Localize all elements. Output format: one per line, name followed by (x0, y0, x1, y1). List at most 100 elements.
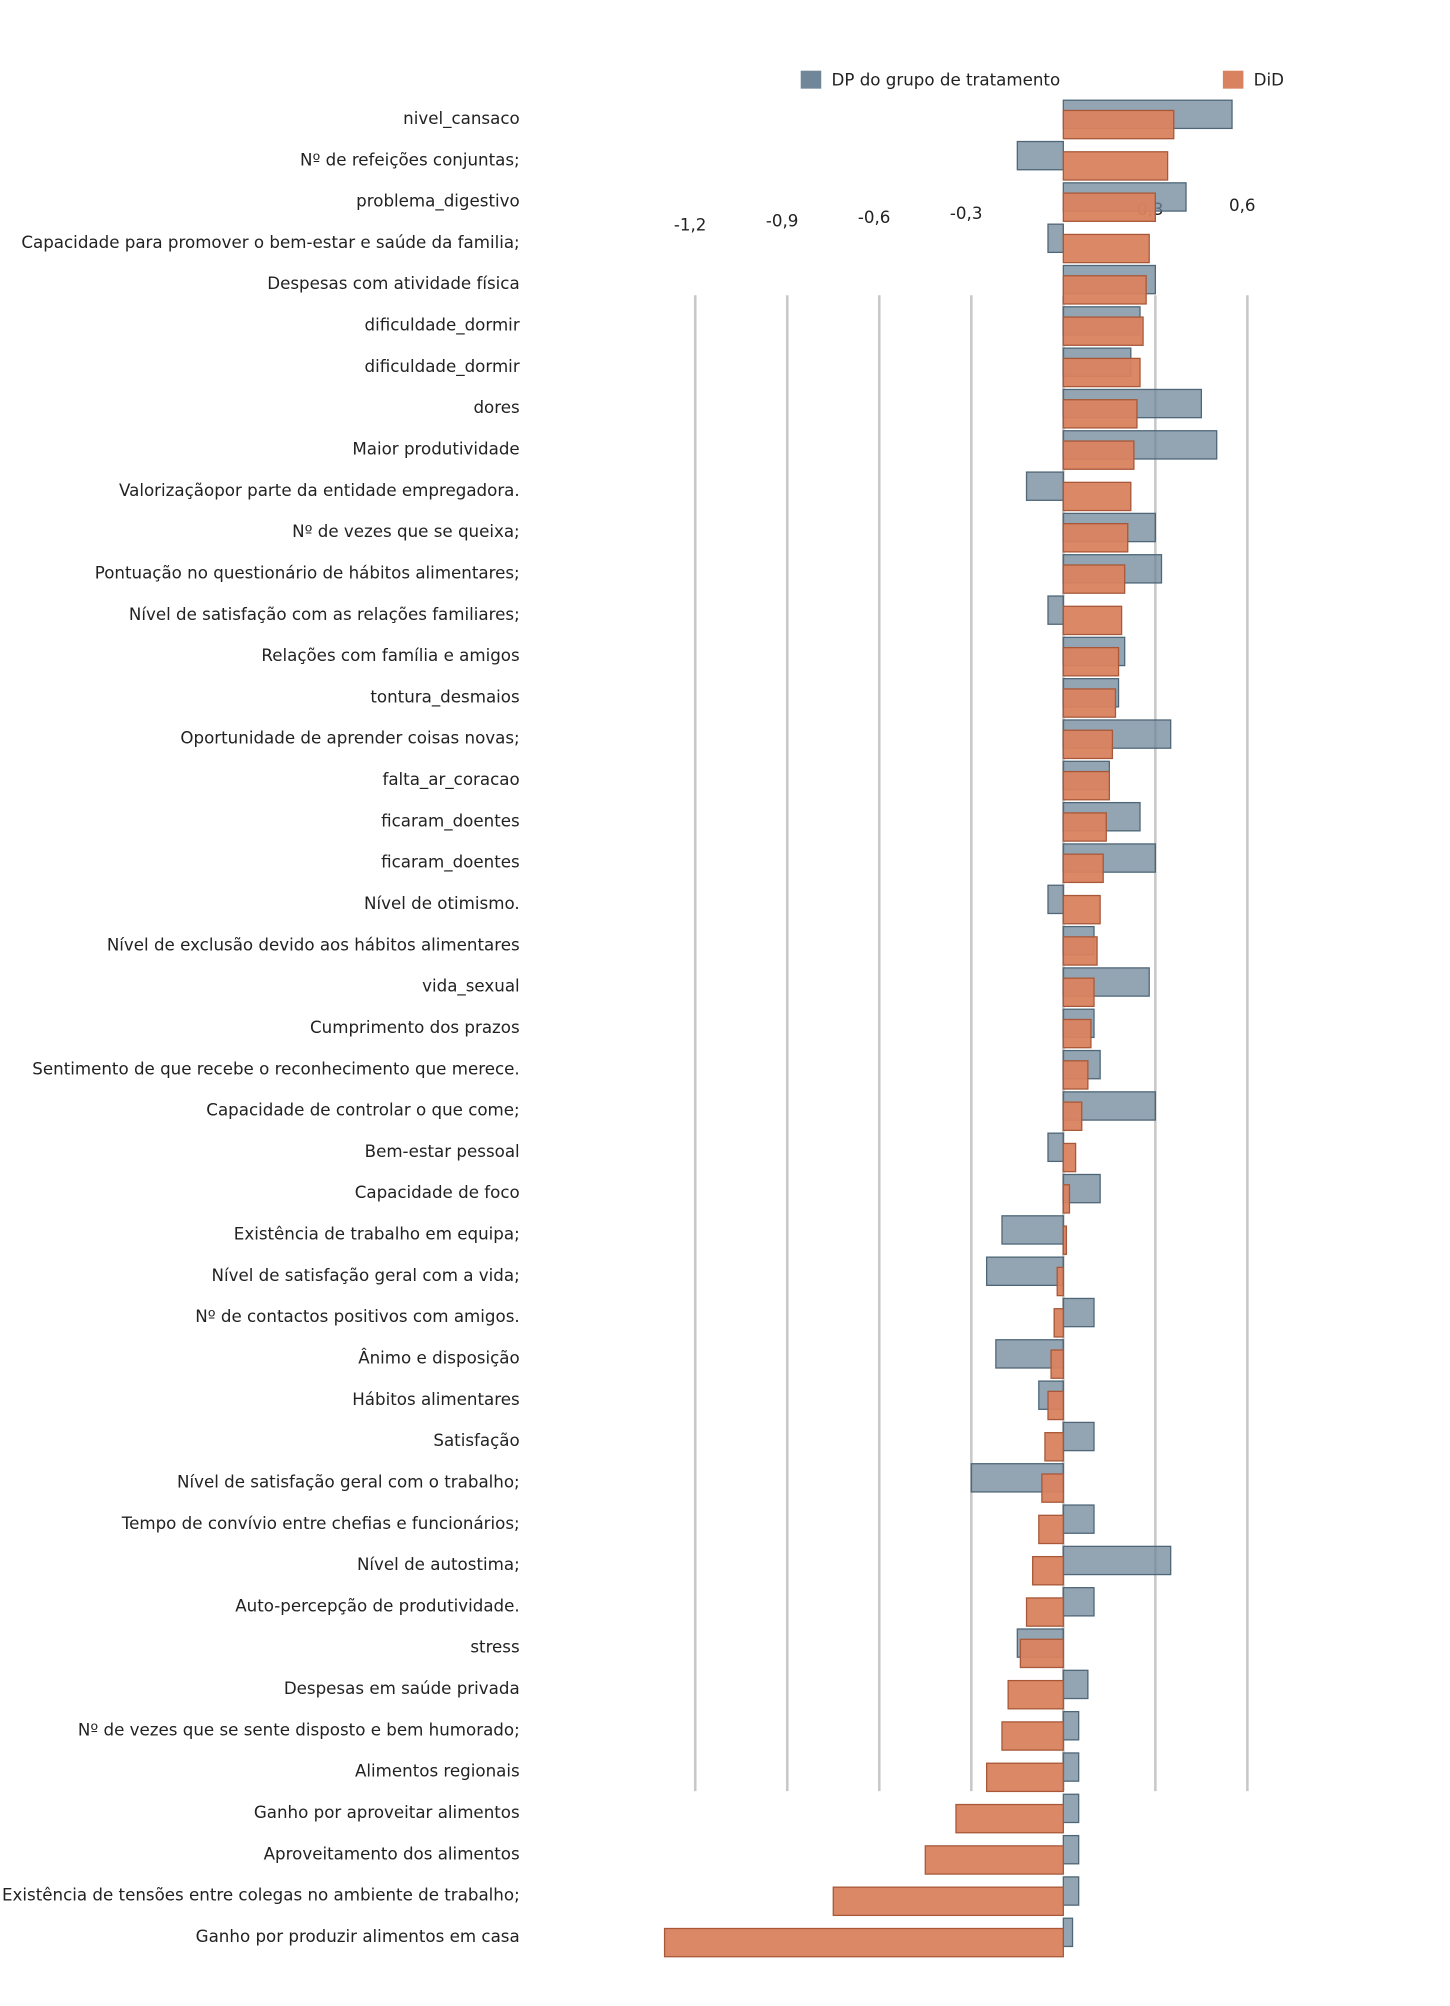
y-tick-label: Nível de otimismo. (364, 894, 520, 913)
bar (1062, 977, 1095, 1008)
bar (1062, 894, 1101, 925)
bar (1053, 1308, 1064, 1338)
y-tick-label: Despesas com atividade física (267, 274, 519, 293)
bar (1062, 688, 1117, 718)
legend-label: DP do grupo de tratamento (832, 70, 1061, 89)
bar (1062, 151, 1169, 181)
bar (1062, 1669, 1089, 1700)
y-tick-label: dificuldade_dormir (365, 316, 520, 336)
y-tick-label: dificuldade_dormir (365, 357, 520, 377)
y-tick-label: Alimentos regionais (355, 1762, 520, 1781)
y-tick-label: Valorizaçãopor parte da entidade emprega… (119, 481, 520, 500)
bar (1062, 853, 1104, 884)
x-tick-label: -0,6 (858, 208, 891, 227)
bar (1062, 1297, 1095, 1328)
bar (1062, 1876, 1080, 1906)
bar (1047, 1390, 1064, 1421)
bar (1062, 770, 1110, 801)
bar (1062, 564, 1126, 594)
y-tick-label: problema_digestivo (356, 192, 520, 212)
y-tick-label: Ganho por produzir alimentos em casa (196, 1927, 520, 1946)
bar (1062, 316, 1144, 346)
x-tick-label: -1,2 (674, 215, 707, 234)
bar (832, 1886, 1064, 1917)
bar (1044, 1432, 1064, 1462)
bar (1062, 440, 1135, 470)
y-tick-label: nivel_cansaco (403, 109, 520, 129)
bar (1062, 936, 1098, 966)
y-tick-label: Ganho por aproveitar alimentos (254, 1803, 520, 1822)
bar (1062, 1545, 1172, 1576)
y-tick-label: ficaram_doentes (381, 853, 520, 873)
y-tick-label: falta_ar_coracao (382, 770, 519, 790)
y-tick-label: Nº de refeições conjuntas; (300, 150, 520, 169)
y-tick-label: Capacidade para promover o bem-estar e s… (21, 233, 519, 252)
bar (924, 1845, 1064, 1875)
bar (1062, 1834, 1080, 1865)
bar (1001, 1721, 1064, 1751)
y-tick-label: Tempo de convívio entre chefias e funcio… (121, 1514, 520, 1533)
y-tick-label: Nº de vezes que se sente disposto e bem … (78, 1720, 520, 1739)
y-tick-label: Relações com família e amigos (261, 646, 519, 665)
bar (1062, 1793, 1080, 1824)
bar (986, 1762, 1064, 1793)
bar (1047, 884, 1064, 915)
bar (1062, 1421, 1095, 1452)
bar (1062, 399, 1138, 429)
y-tick-label: vida_sexual (422, 977, 520, 997)
y-tick-label: Oportunidade de aprender coisas novas; (180, 729, 519, 748)
bar (986, 1256, 1064, 1286)
y-tick-label: stress (470, 1638, 519, 1657)
y-tick-label: Nível de satisfação com as relações fami… (129, 605, 520, 624)
bar (1062, 1184, 1071, 1214)
bar (1062, 646, 1120, 677)
bar (1062, 1504, 1095, 1534)
legend-swatch (1222, 70, 1244, 89)
bar (1047, 223, 1064, 254)
bar (1062, 192, 1156, 222)
y-tick-label: Nível de satisfação geral com o trabalho… (177, 1472, 520, 1491)
y-tick-label: Auto-percepção de produtividade. (235, 1596, 519, 1615)
bar (1062, 1917, 1074, 1948)
bar (1007, 1679, 1064, 1710)
x-tick-label: -0,3 (950, 204, 983, 223)
bar (1062, 275, 1147, 305)
bar (1047, 1132, 1064, 1163)
y-tick-label: Nível de exclusão devido aos hábitos ali… (107, 935, 520, 954)
bar (1062, 1587, 1095, 1617)
y-tick-label: Nível de autostima; (357, 1555, 520, 1574)
legend-label: DiD (1254, 70, 1284, 89)
y-tick-label: Aproveitamento dos alimentos (264, 1844, 520, 1863)
y-tick-label: Sentimento de que recebe o reconheciment… (32, 1059, 519, 1078)
bar (1062, 605, 1123, 636)
bar (1062, 233, 1150, 264)
bar (1062, 812, 1107, 842)
bar (1062, 1101, 1083, 1131)
y-tick-label: Nível de satisfação geral com a vida; (211, 1266, 519, 1285)
bar (1062, 1018, 1092, 1049)
y-tick-label: ficaram_doentes (381, 811, 520, 831)
y-tick-label: Nº de contactos positivos com amigos. (195, 1307, 519, 1326)
x-tick-label: -0,9 (766, 212, 799, 231)
y-tick-label: Ânimo e disposição (358, 1349, 520, 1368)
bar (1047, 595, 1064, 625)
y-tick-label: Maior produtividade (352, 440, 519, 459)
y-tick-label: dores (473, 398, 519, 417)
bar (1038, 1514, 1064, 1545)
bar (1041, 1473, 1064, 1503)
y-tick-label: Nº de vezes que se queixa; (292, 522, 520, 541)
y-tick-label: Existência de trabalho em equipa; (234, 1225, 520, 1244)
bar (1062, 729, 1114, 760)
bar (1019, 1638, 1064, 1669)
y-tick-label: Despesas em saúde privada (284, 1679, 520, 1698)
bar (1062, 357, 1141, 388)
y-tick-label: Existência de tensões entre colegas no a… (2, 1886, 520, 1905)
y-tick-label: Cumprimento dos prazos (310, 1018, 520, 1037)
y-tick-label: Capacidade de foco (355, 1183, 520, 1202)
legend-swatch (800, 70, 822, 89)
bar (663, 1927, 1064, 1958)
bar (1062, 523, 1129, 553)
bar (1032, 1555, 1064, 1586)
